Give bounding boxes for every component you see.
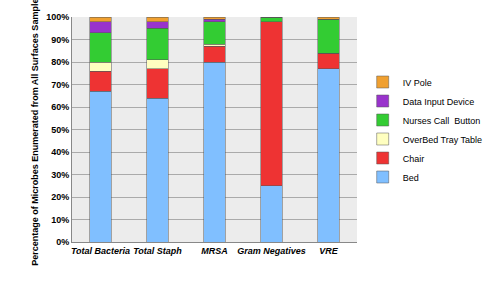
svg-text:40%: 40% <box>51 147 69 157</box>
svg-text:Data Input Device: Data Input Device <box>403 97 475 107</box>
svg-text:10%: 10% <box>51 215 69 225</box>
svg-text:50%: 50% <box>51 125 69 135</box>
svg-text:Total Staph: Total Staph <box>133 246 182 256</box>
svg-text:100%: 100% <box>46 12 69 22</box>
svg-text:Nurses Call Button: Nurses Call Button <box>403 116 481 126</box>
svg-text:MRSA: MRSA <box>201 246 228 256</box>
svg-text:70%: 70% <box>51 80 69 90</box>
svg-text:Gram Negatives: Gram Negatives <box>237 246 306 256</box>
svg-text:20%: 20% <box>51 192 69 202</box>
svg-text:90%: 90% <box>51 35 69 45</box>
svg-text:80%: 80% <box>51 57 69 67</box>
svg-text:IV Pole: IV Pole <box>403 78 432 88</box>
svg-text:Bed: Bed <box>403 173 419 183</box>
svg-text:30%: 30% <box>51 170 69 180</box>
svg-text:OverBed Tray Table: OverBed Tray Table <box>403 135 482 145</box>
svg-text:0%: 0% <box>56 237 69 247</box>
svg-text:VRE: VRE <box>319 246 339 256</box>
svg-text:Chair: Chair <box>403 154 425 164</box>
svg-text:60%: 60% <box>51 102 69 112</box>
svg-text:Total Bacteria: Total Bacteria <box>71 246 130 256</box>
svg-text:Percentage of Microbes Enumera: Percentage of Microbes Enumerated from A… <box>30 0 40 266</box>
